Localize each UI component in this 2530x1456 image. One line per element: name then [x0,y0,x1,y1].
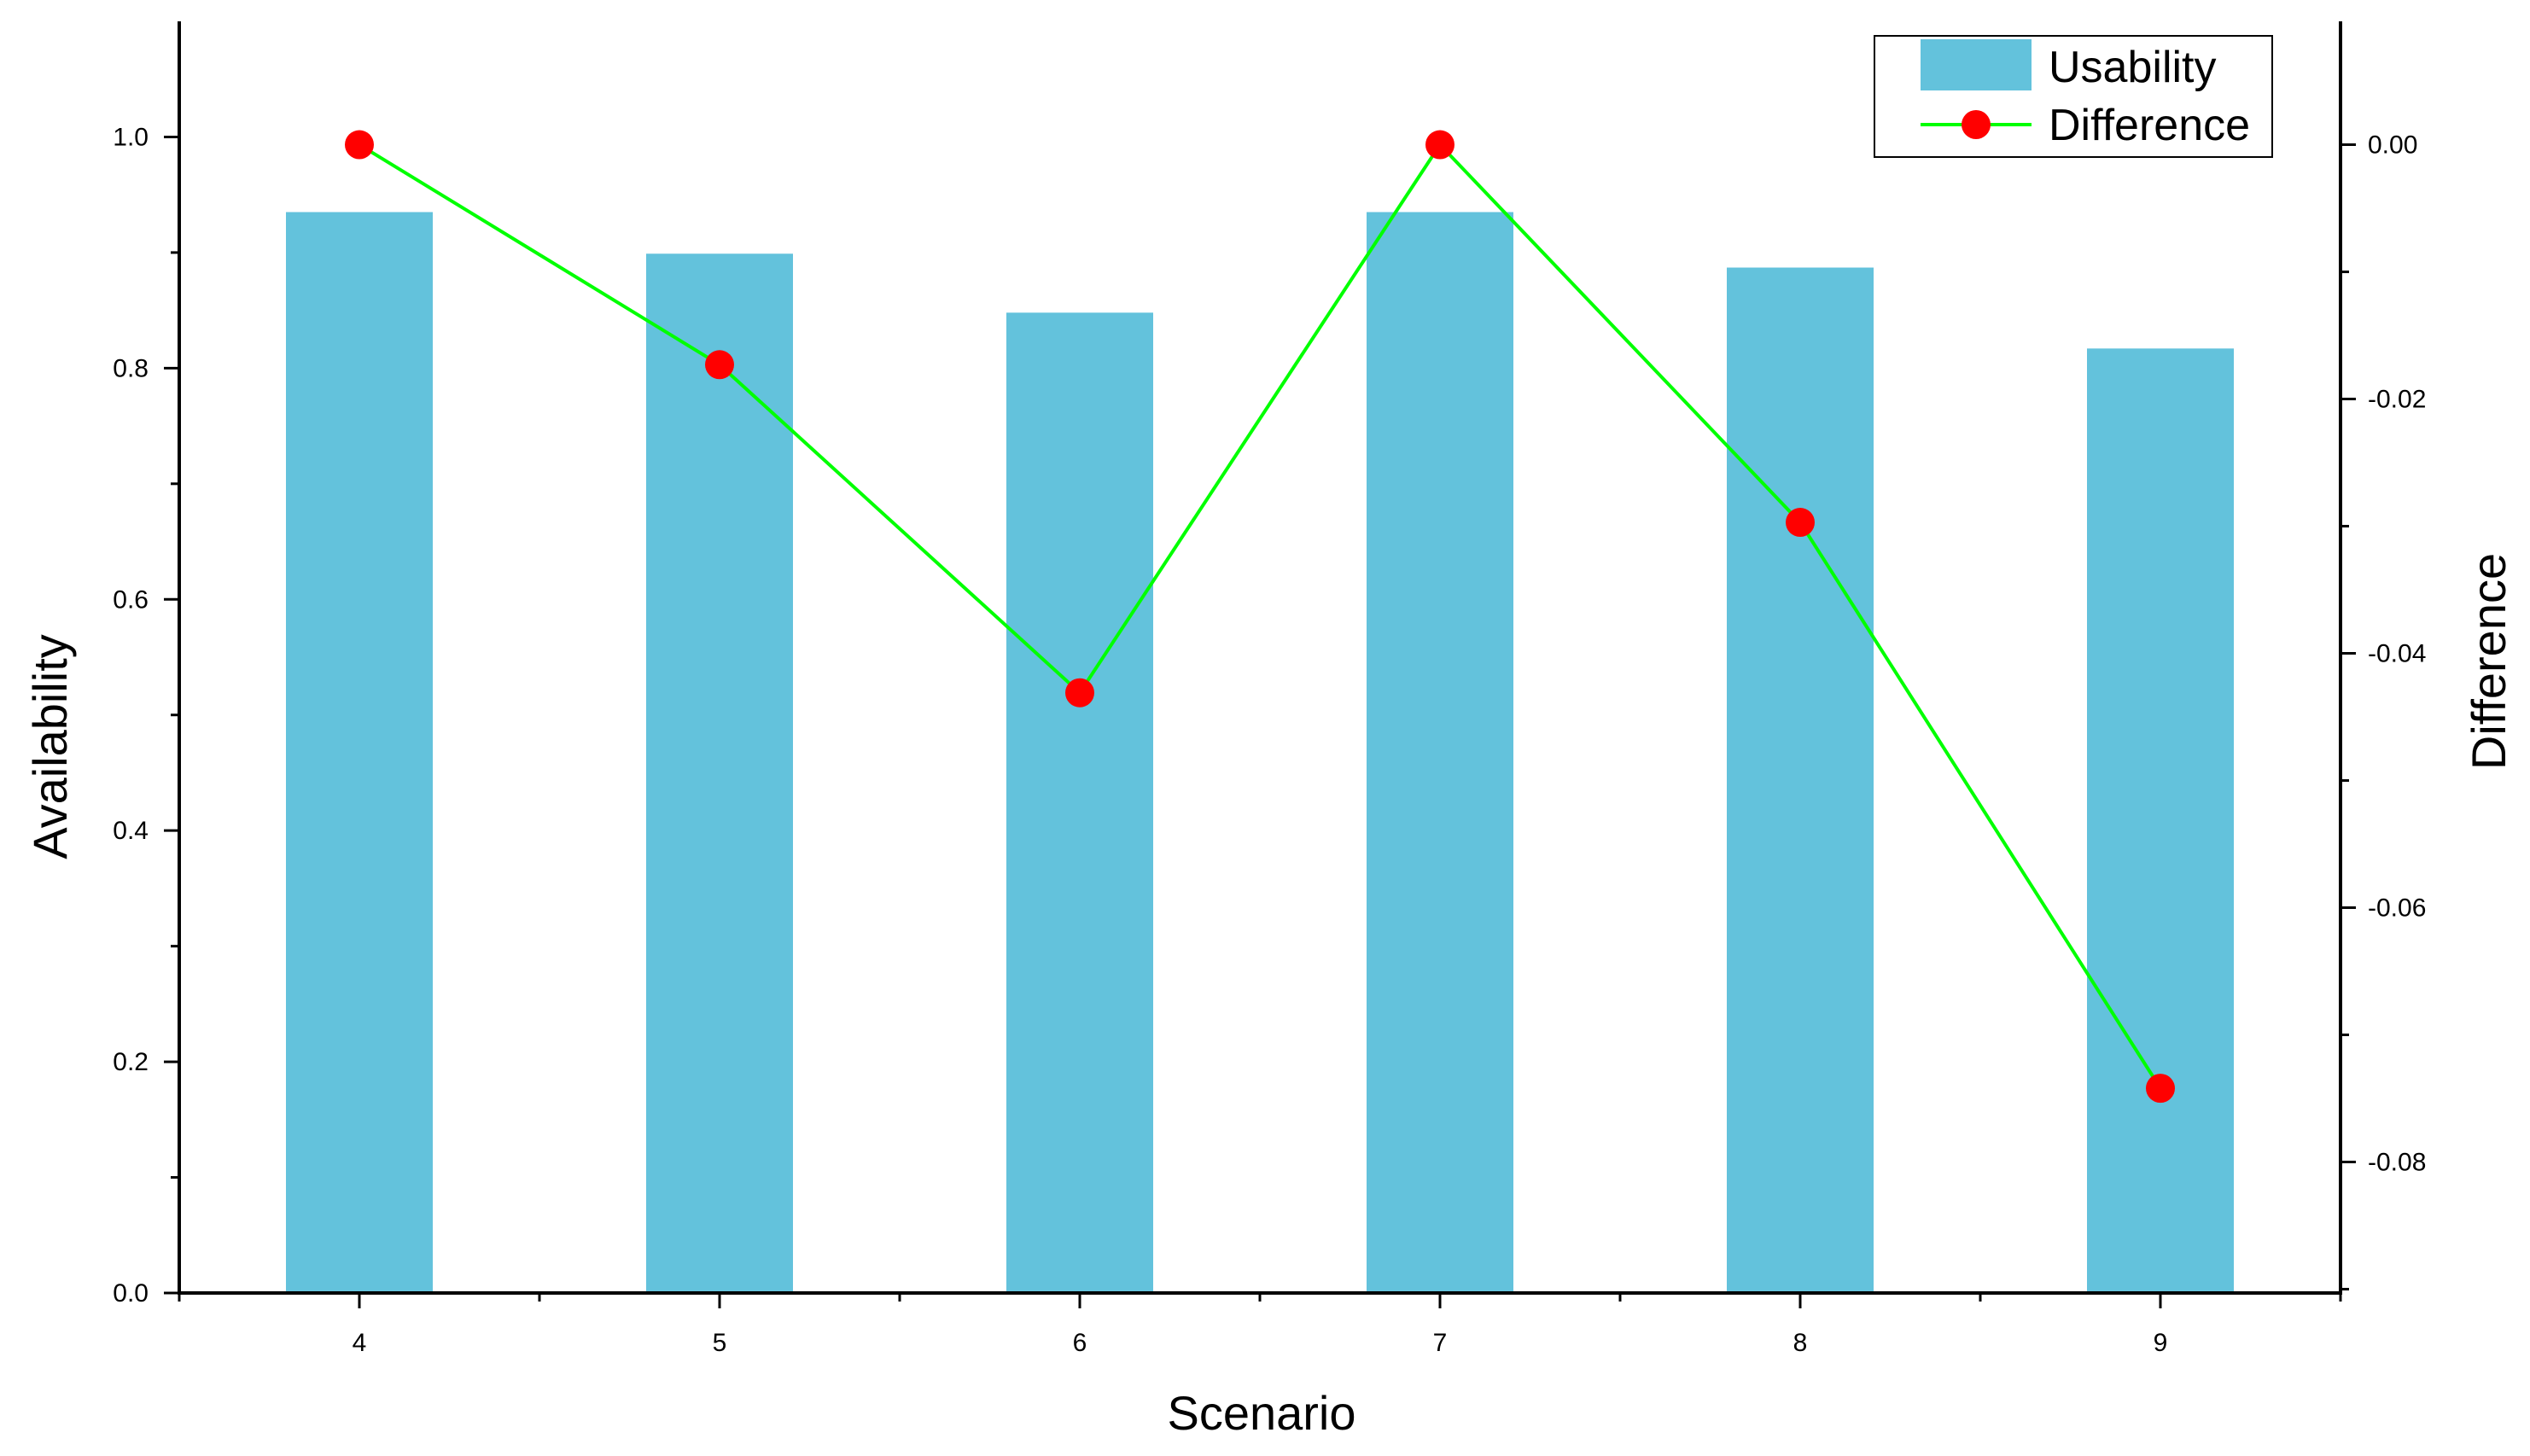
difference-point-5 [705,350,734,380]
legend-difference-marker [1962,110,1991,139]
axes-layer: 0.0 0.2 0.4 0.6 0.8 1.0 0.00 -0.02 -0.04 -0.06 -0.… [113,21,2426,1357]
legend-usability-swatch [1921,39,2032,90]
y2-tick-label-0: 0.00 [2368,131,2417,160]
x-tick-label-4: 4 [353,1329,367,1357]
y2-axis-title: Difference [2462,553,2515,770]
difference-series-line [358,142,2162,1090]
legend: Usability Difference [1874,35,2273,158]
x-tick-label-7: 7 [1433,1329,1448,1357]
x-axis-title: Scenario [1167,1386,1355,1440]
y2-tick-label-3: -0.06 [2368,894,2426,923]
legend-usability-label: Usability [2049,43,2217,92]
y2-tick-label-2: -0.04 [2368,640,2426,668]
legend-difference-label: Difference [2049,101,2250,150]
x-tick-label-8: 8 [1793,1329,1808,1357]
bar-usability-5 [646,253,793,1293]
difference-point-7 [1425,130,1454,160]
y-tick-label-0: 0.0 [113,1279,149,1307]
y-tick-label-1: 0.2 [113,1048,149,1076]
y2-tick-label-4: -0.08 [2368,1149,2426,1177]
x-tick-label-9: 9 [2154,1329,2168,1357]
y-tick-label-5: 1.0 [113,123,149,151]
x-tick-label-6: 6 [1073,1329,1087,1357]
y-tick-label-4: 0.8 [113,354,149,382]
bar-usability-6 [1006,312,1153,1293]
difference-point-8 [1786,508,1815,538]
y-tick-label-3: 0.6 [113,585,149,614]
difference-point-6 [1065,678,1094,708]
x-tick-label-5: 5 [713,1329,727,1357]
difference-line-layer [345,130,2175,1104]
y2-tick-label-1: -0.02 [2368,386,2426,414]
bars-layer [286,212,2234,1293]
y-tick-label-2: 0.4 [113,817,149,845]
bar-usability-7 [1367,212,1513,1293]
y-axis-title: Availability [23,634,77,859]
bar-usability-8 [1727,267,1874,1293]
difference-point-9 [2146,1074,2175,1104]
difference-point-4 [345,130,374,160]
bar-usability-9 [2087,348,2234,1293]
bar-usability-4 [286,212,433,1293]
